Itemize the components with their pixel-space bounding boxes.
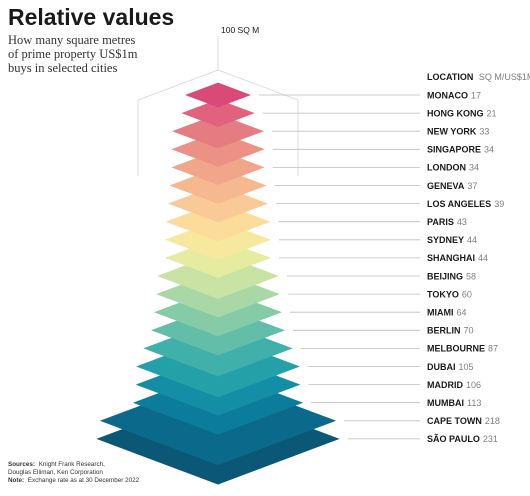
- city-label-shanghai: SHANGHAI 44: [427, 253, 488, 263]
- city-name: LOS ANGELES: [427, 199, 491, 209]
- city-label-monaco: MONACO 17: [427, 90, 481, 100]
- city-value: 70: [464, 326, 474, 336]
- city-value: 58: [466, 271, 476, 281]
- city-value: 43: [457, 217, 467, 227]
- city-label-geneva: GENEVA 37: [427, 181, 477, 191]
- city-name: MONACO: [427, 90, 468, 100]
- city-label-cape-town: CAPE TOWN 218: [427, 416, 500, 426]
- city-name: GENEVA: [427, 181, 465, 191]
- city-name: HONG KONG: [427, 108, 484, 118]
- reference-cube-top-left-edge: [137, 69, 219, 101]
- city-value: 34: [484, 145, 494, 155]
- chart-subtitle-line-2: of prime property US$1m: [8, 47, 138, 61]
- city-value: 87: [488, 344, 498, 354]
- city-value: 44: [467, 235, 477, 245]
- layer-new-york: [172, 113, 264, 149]
- legend-header-unit: SQ M/US$1M: [479, 72, 530, 82]
- city-value: 113: [467, 398, 481, 408]
- chart-footer: Sources: Knight Frank Research, Douglas …: [8, 461, 140, 484]
- chart-title: Relative values: [8, 4, 174, 30]
- city-label-beijing: BEIJING 58: [427, 271, 476, 281]
- city-value: 60: [462, 289, 472, 299]
- city-label-sao-paulo: SÃO PAULO 231: [427, 434, 498, 444]
- city-name: BEIJING: [427, 271, 463, 281]
- city-label-paris: PARIS 43: [427, 217, 467, 227]
- city-name: LONDON: [427, 163, 466, 173]
- city-name: CAPE TOWN: [427, 416, 482, 426]
- city-label-dubai: DUBAI 105: [427, 362, 474, 372]
- layer-hong-kong: [181, 99, 255, 127]
- city-name: MIAMI: [427, 308, 454, 318]
- city-name: NEW YORK: [427, 127, 477, 137]
- city-name: TOKYO: [427, 289, 459, 299]
- city-name: SHANGHAI: [427, 253, 475, 263]
- city-value: 21: [487, 108, 497, 118]
- city-name: DUBAI: [427, 362, 456, 372]
- city-label-mumbai: MUMBAI 113: [427, 398, 481, 408]
- chart-subtitle-line-3: buys in selected cities: [8, 61, 117, 75]
- reference-scale-label: 100 SQ M: [221, 25, 259, 35]
- city-name: SYDNEY: [427, 235, 464, 245]
- city-label-tokyo: TOKYO 60: [427, 289, 472, 299]
- city-value: 218: [485, 416, 500, 426]
- city-name: MADRID: [427, 380, 463, 390]
- layer-london: [171, 149, 265, 185]
- footer-sources-line-1: Sources: Knight Frank Research,: [8, 461, 105, 468]
- footer-note-label: Note:: [8, 477, 24, 484]
- footer-sources-label: Sources:: [8, 461, 35, 468]
- city-value: 231: [483, 434, 498, 444]
- city-value: 105: [459, 362, 474, 372]
- chart-subtitle-line-1: How many square metres: [8, 33, 136, 47]
- city-label-hong-kong: HONG KONG 21: [427, 108, 497, 118]
- city-name: BERLIN: [427, 326, 461, 336]
- city-name: MUMBAI: [427, 398, 464, 408]
- city-label-berlin: BERLIN 70: [427, 326, 474, 336]
- city-label-singapore: SINGAPORE 34: [427, 145, 494, 155]
- layer-geneva: [169, 167, 267, 204]
- city-label-miami: MIAMI 64: [427, 308, 467, 318]
- city-label-madrid: MADRID 106: [427, 380, 481, 390]
- city-label-melbourne: MELBOURNE 87: [427, 344, 498, 354]
- city-label-sydney: SYDNEY 44: [427, 235, 477, 245]
- footer-sources-line-2: Douglas Elliman, Ken Corporation: [8, 469, 103, 476]
- city-name: SINGAPORE: [427, 145, 481, 155]
- footer-note-text: Exchange rate as at 30 December 2022: [28, 477, 140, 484]
- city-value: 17: [471, 90, 481, 100]
- city-name: PARIS: [427, 217, 454, 227]
- legend-header: LOCATION SQ M/US$1M: [427, 72, 530, 82]
- city-label-new-york: NEW YORK 33: [427, 127, 489, 137]
- city-value: 33: [479, 127, 489, 137]
- city-name: MELBOURNE: [427, 344, 485, 354]
- city-value: 37: [467, 181, 477, 191]
- city-value: 64: [457, 308, 467, 318]
- layer-monaco: [185, 82, 251, 108]
- city-value: 106: [466, 380, 481, 390]
- city-name: SÃO PAULO: [427, 434, 480, 444]
- footer-note-line: Note: Exchange rate as at 30 December 20…: [8, 477, 140, 484]
- city-value: 34: [469, 163, 479, 173]
- pyramid-layers: [96, 82, 340, 485]
- layer-singapore: [171, 131, 265, 167]
- city-value: 44: [478, 253, 488, 263]
- legend-header-name: LOCATION: [427, 72, 473, 82]
- city-label-london: LONDON 34: [427, 163, 479, 173]
- city-value: 39: [494, 199, 504, 209]
- city-label-los-angeles: LOS ANGELES 39: [427, 199, 504, 209]
- footer-sources-text-1: Knight Frank Research,: [39, 461, 105, 468]
